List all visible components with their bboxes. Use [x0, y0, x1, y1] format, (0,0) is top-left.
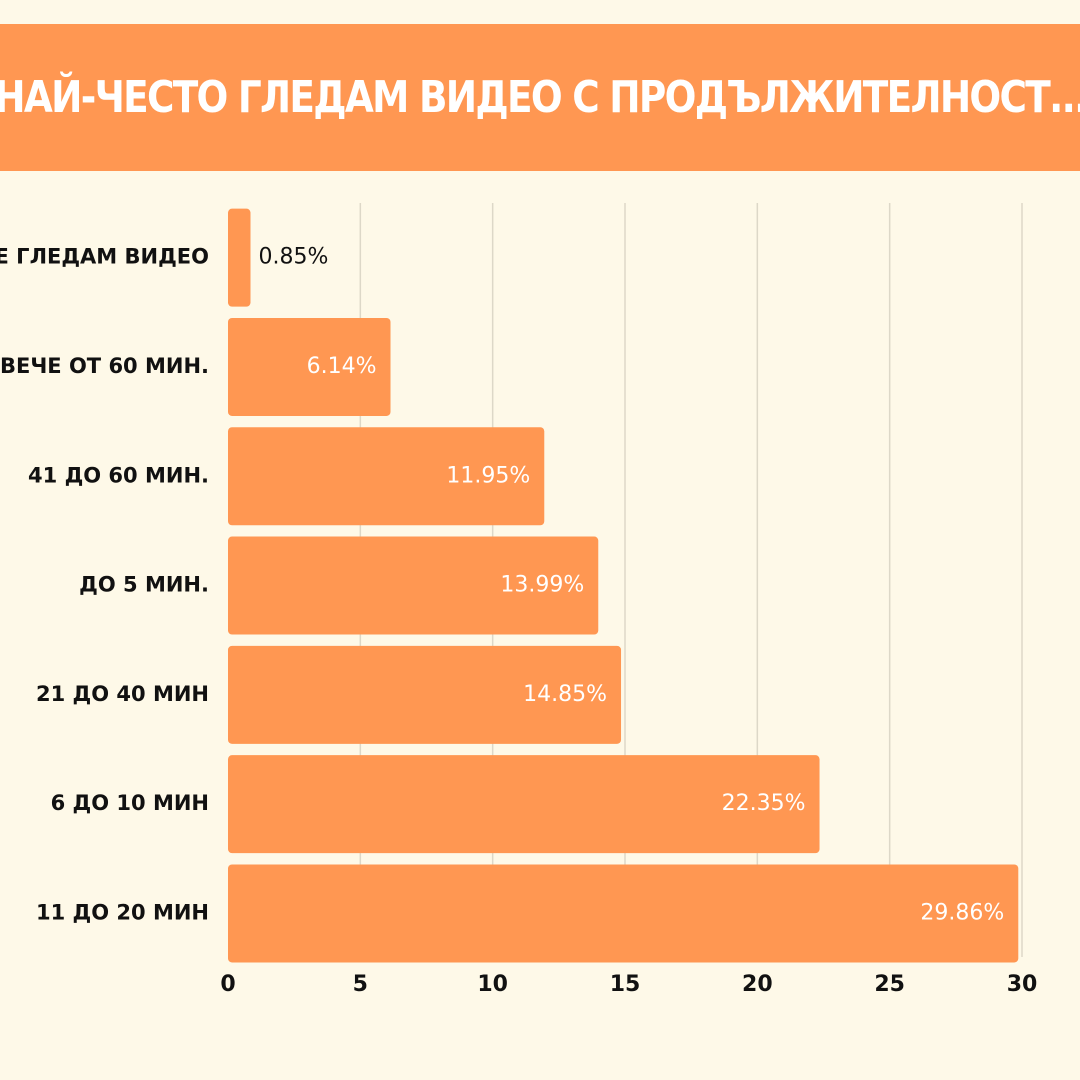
category-label: 6 ДО 10 МИН	[51, 791, 209, 815]
bar	[228, 755, 820, 854]
x-tick-label: 20	[742, 972, 773, 997]
bar	[228, 427, 545, 526]
chart-title: "НАЙ-ЧЕСТО ГЛЕДАМ ВИДЕО С ПРОДЪЛЖИТЕЛНОС…	[0, 72, 1080, 123]
data-label: 0.85%	[258, 245, 328, 270]
x-tick-label: 0	[220, 972, 235, 997]
data-label: 6.14%	[307, 354, 377, 379]
x-tick-label: 5	[353, 972, 368, 997]
x-tick-label: 15	[610, 972, 641, 997]
value-labels: 0.85% 6.14% 11.95% 13.99% 14.85% 22.35% 29.86%	[258, 245, 1004, 926]
x-tick-label: 25	[874, 972, 905, 997]
category-label: НЕ ГЛЕДАМ ВИДЕО	[0, 245, 209, 269]
category-labels: НЕ ГЛЕДАМ ВИДЕО ПОВЕЧЕ ОТ 60 МИН. 41 ДО 60…	[0, 245, 209, 925]
category-label: ДО 5 МИН.	[79, 573, 209, 597]
category-label: ПОВЕЧЕ ОТ 60 МИН.	[0, 354, 209, 378]
title-banner: "НАЙ-ЧЕСТО ГЛЕДАМ ВИДЕО С ПРОДЪЛЖИТЕЛНОС…	[0, 24, 1080, 171]
category-label: 41 ДО 60 МИН.	[28, 463, 209, 487]
data-label: 29.86%	[920, 900, 1004, 925]
x-axis-ticks: 0 5 10 15 20 25 30	[220, 972, 1037, 997]
bars	[228, 208, 1019, 963]
data-label: 11.95%	[446, 463, 530, 488]
bar	[228, 864, 1019, 963]
data-label: 13.99%	[500, 573, 584, 598]
x-tick-label: 10	[477, 972, 508, 997]
x-tick-label: 30	[1007, 972, 1038, 997]
bar	[228, 645, 622, 744]
bar	[228, 536, 599, 635]
data-label: 14.85%	[523, 682, 607, 707]
data-label: 22.35%	[722, 791, 806, 816]
bar	[228, 317, 391, 416]
category-label: 11 ДО 20 МИН	[36, 900, 209, 924]
category-label: 21 ДО 40 МИН	[36, 682, 209, 706]
bar	[228, 208, 251, 307]
